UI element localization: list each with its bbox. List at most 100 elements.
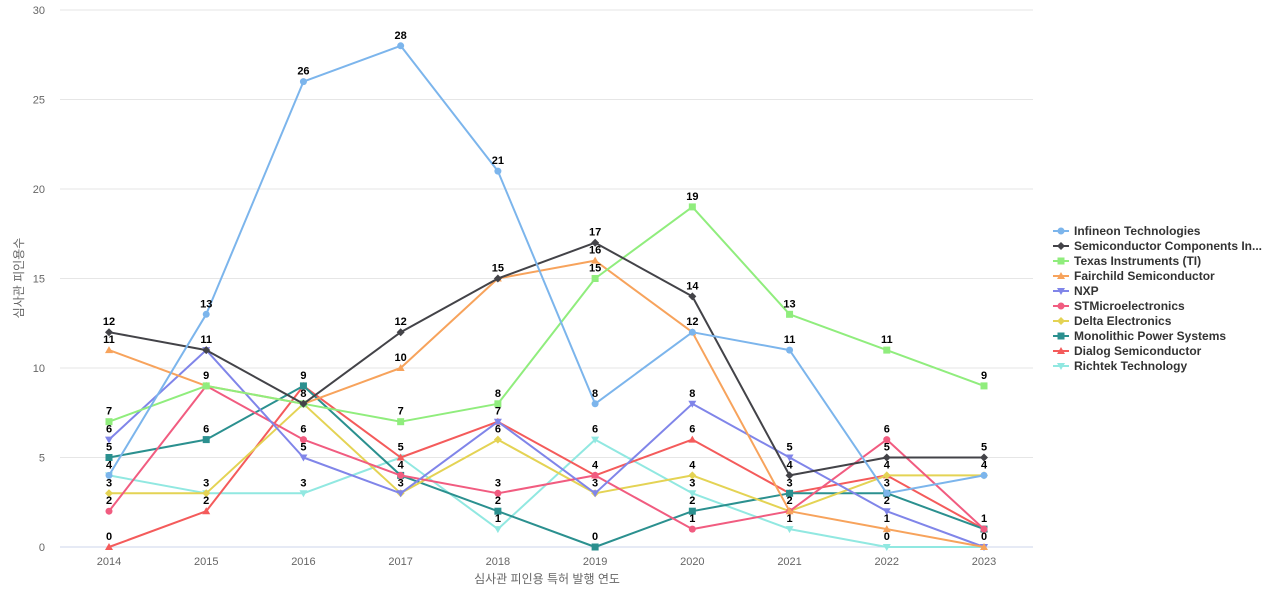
data-point[interactable] [299,78,307,86]
data-point[interactable] [980,382,988,390]
data-point[interactable] [688,490,697,498]
data-point[interactable] [785,507,794,515]
data-point[interactable] [591,275,599,282]
data-point[interactable] [980,543,988,550]
data-point[interactable] [591,238,600,247]
data-point[interactable] [396,328,405,337]
data-point[interactable] [883,346,891,354]
data-point[interactable] [105,328,113,337]
data-point[interactable] [786,489,794,497]
data-point[interactable] [299,454,308,462]
data-point[interactable] [202,436,210,444]
legend-marker[interactable] [1057,347,1065,354]
legend-item[interactable]: Infineon Technologies [1053,224,1201,238]
series-semiconductor-components-in[interactable] [105,238,988,480]
data-point[interactable] [591,400,599,408]
data-point[interactable] [396,453,405,461]
data-point[interactable] [688,507,696,515]
data-point[interactable] [688,328,696,336]
data-point[interactable] [299,399,308,408]
data-point[interactable] [397,471,405,479]
data-point[interactable] [299,382,307,390]
legend-marker[interactable] [1057,227,1065,235]
data-point[interactable] [493,274,502,283]
data-point[interactable] [493,435,502,444]
data-point[interactable] [105,454,113,461]
data-point[interactable] [105,489,113,498]
series-line[interactable] [108,241,984,477]
legend-marker[interactable] [1057,288,1065,295]
legend-item[interactable]: Delta Electronics [1053,314,1172,328]
data-point[interactable] [299,436,307,444]
data-point[interactable] [105,346,113,354]
data-point[interactable] [105,543,113,550]
data-point[interactable] [202,382,210,390]
series-line[interactable] [108,44,985,495]
data-point[interactable] [591,471,599,479]
series-line[interactable] [108,205,985,423]
data-point[interactable] [202,507,211,515]
legend-item[interactable]: Semiconductor Components In... [1053,239,1262,253]
data-point[interactable] [494,507,502,515]
data-point[interactable] [882,453,891,462]
data-point[interactable] [882,471,891,480]
data-point[interactable] [202,346,211,355]
data-point[interactable] [980,471,988,479]
data-point[interactable] [105,436,113,444]
data-point[interactable] [591,490,600,498]
data-point[interactable] [785,454,794,462]
data-point[interactable] [688,435,697,443]
data-point[interactable] [980,453,988,462]
legend-item[interactable]: STMicroelectronics [1053,299,1185,313]
data-point[interactable] [299,490,308,498]
data-point[interactable] [786,310,794,318]
series-line[interactable] [108,384,985,531]
data-point[interactable] [591,256,600,264]
data-point[interactable] [493,418,502,426]
legend-marker[interactable] [1057,242,1065,250]
data-point[interactable] [105,471,113,479]
data-point[interactable] [494,489,502,497]
data-point[interactable] [883,436,891,444]
legend-item[interactable]: Texas Instruments (TI) [1053,254,1201,268]
legend-item[interactable]: NXP [1053,284,1099,298]
data-point[interactable] [591,436,600,444]
data-point[interactable] [397,418,405,426]
data-point[interactable] [688,292,697,301]
data-point[interactable] [397,42,405,50]
data-point[interactable] [591,543,599,551]
legend-item[interactable]: Fairchild Semiconductor [1053,269,1215,283]
data-point[interactable] [105,418,113,426]
legend-marker[interactable] [1057,317,1065,325]
data-point[interactable] [980,525,988,533]
legend-marker[interactable] [1057,257,1065,265]
data-point[interactable] [882,525,891,533]
data-point[interactable] [688,525,696,533]
data-point[interactable] [688,203,696,211]
legend-item[interactable]: Monolithic Power Systems [1053,329,1226,343]
data-point[interactable] [202,489,211,498]
data-point[interactable] [882,544,891,551]
data-point[interactable] [688,471,697,480]
series-line[interactable] [109,402,984,513]
data-point[interactable] [786,346,794,354]
series-infineon-technologies[interactable] [105,42,988,497]
legend-marker[interactable] [1057,302,1065,310]
legend-marker[interactable] [1057,363,1065,370]
legend-marker[interactable] [1057,272,1065,279]
data-point[interactable] [494,400,502,408]
legend-marker[interactable] [1057,332,1065,340]
data-point[interactable] [688,400,697,408]
data-point[interactable] [493,526,502,534]
data-point[interactable] [785,526,794,534]
legend-item[interactable]: Dialog Semiconductor [1053,344,1202,358]
data-point[interactable] [105,507,113,515]
data-point[interactable] [785,471,794,480]
series-line[interactable] [108,349,985,548]
data-point[interactable] [202,310,210,318]
data-point[interactable] [396,490,405,498]
data-point[interactable] [494,167,502,175]
data-point[interactable] [883,489,891,497]
data-point[interactable] [882,508,891,516]
